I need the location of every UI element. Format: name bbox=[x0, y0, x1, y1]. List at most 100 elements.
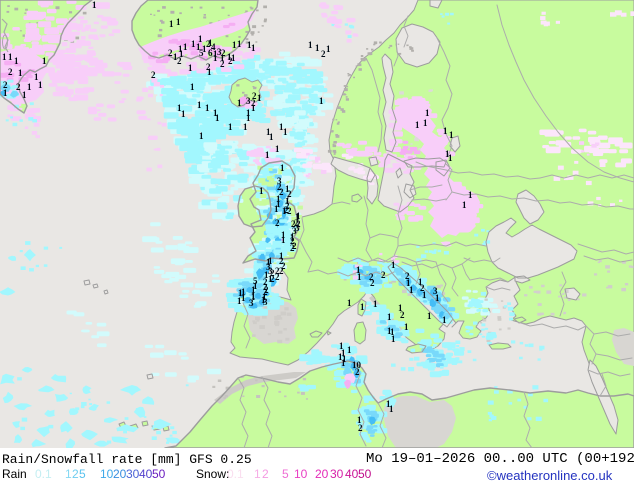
svg-text:1: 1 bbox=[188, 63, 193, 73]
svg-text:1: 1 bbox=[347, 345, 352, 355]
svg-text:2: 2 bbox=[251, 98, 256, 108]
svg-text:1: 1 bbox=[339, 341, 344, 351]
svg-text:1: 1 bbox=[197, 100, 202, 110]
svg-text:1: 1 bbox=[443, 126, 448, 136]
svg-text:1: 1 bbox=[391, 260, 396, 270]
svg-text:1: 1 bbox=[341, 358, 346, 368]
svg-text:1: 1 bbox=[220, 53, 225, 63]
svg-text:2: 2 bbox=[285, 201, 290, 211]
svg-text:2: 2 bbox=[151, 70, 156, 80]
svg-text:1: 1 bbox=[275, 144, 280, 154]
svg-text:1: 1 bbox=[296, 211, 301, 221]
svg-text:1: 1 bbox=[276, 199, 281, 209]
svg-text:1: 1 bbox=[179, 49, 184, 59]
svg-text:1: 1 bbox=[237, 296, 242, 306]
svg-text:1: 1 bbox=[269, 132, 274, 142]
svg-text:1: 1 bbox=[295, 212, 300, 222]
svg-text:2: 2 bbox=[16, 82, 21, 92]
svg-text:1: 1 bbox=[259, 186, 264, 196]
svg-text:2: 2 bbox=[296, 219, 301, 229]
svg-text:2: 2 bbox=[275, 272, 280, 282]
svg-text:1: 1 bbox=[257, 93, 262, 103]
svg-text:1: 1 bbox=[266, 127, 271, 137]
svg-text:3: 3 bbox=[277, 176, 282, 186]
svg-text:1: 1 bbox=[251, 292, 256, 302]
svg-text:2: 2 bbox=[168, 48, 173, 58]
svg-text:2: 2 bbox=[279, 256, 284, 266]
svg-text:3: 3 bbox=[246, 96, 251, 106]
svg-text:2: 2 bbox=[206, 39, 211, 49]
svg-text:1: 1 bbox=[398, 303, 403, 313]
svg-text:2: 2 bbox=[284, 205, 289, 215]
svg-text:1: 1 bbox=[357, 415, 362, 425]
svg-text:2: 2 bbox=[290, 243, 295, 253]
svg-text:1: 1 bbox=[448, 153, 453, 163]
svg-text:1: 1 bbox=[265, 150, 270, 160]
svg-text:2: 2 bbox=[287, 206, 292, 216]
svg-text:1: 1 bbox=[92, 0, 97, 10]
svg-text:1: 1 bbox=[285, 196, 290, 206]
svg-text:1: 1 bbox=[445, 149, 450, 159]
svg-text:1: 1 bbox=[285, 184, 290, 194]
svg-text:5: 5 bbox=[199, 48, 204, 58]
svg-text:2: 2 bbox=[177, 56, 182, 66]
svg-text:10: 10 bbox=[352, 360, 362, 370]
svg-text:1: 1 bbox=[251, 285, 256, 295]
svg-text:2: 2 bbox=[292, 241, 297, 251]
svg-text:1: 1 bbox=[319, 96, 324, 106]
svg-text:1: 1 bbox=[227, 52, 232, 62]
svg-text:2: 2 bbox=[264, 285, 269, 295]
svg-text:1: 1 bbox=[173, 52, 178, 62]
svg-text:2: 2 bbox=[370, 278, 375, 288]
svg-text:1: 1 bbox=[391, 334, 396, 344]
svg-text:1: 1 bbox=[262, 292, 267, 302]
svg-text:3: 3 bbox=[295, 223, 300, 233]
svg-text:1: 1 bbox=[251, 291, 256, 301]
svg-text:1: 1 bbox=[213, 108, 218, 118]
svg-text:2: 2 bbox=[8, 67, 13, 77]
svg-text:3: 3 bbox=[292, 226, 297, 236]
svg-text:1: 1 bbox=[176, 17, 181, 27]
svg-text:2: 2 bbox=[321, 49, 326, 59]
svg-text:1: 1 bbox=[42, 56, 47, 66]
svg-text:2: 2 bbox=[287, 189, 292, 199]
svg-text:1: 1 bbox=[232, 40, 237, 50]
svg-text:2: 2 bbox=[263, 287, 268, 297]
svg-text:2: 2 bbox=[400, 310, 405, 320]
svg-text:1: 1 bbox=[207, 67, 212, 77]
svg-text:1: 1 bbox=[246, 113, 251, 123]
svg-text:2: 2 bbox=[358, 423, 363, 433]
svg-text:1: 1 bbox=[326, 44, 331, 54]
svg-text:1: 1 bbox=[205, 103, 210, 113]
svg-text:1: 1 bbox=[215, 113, 220, 123]
svg-text:2: 2 bbox=[220, 59, 225, 69]
svg-text:1: 1 bbox=[2, 52, 7, 62]
svg-text:2: 2 bbox=[270, 274, 275, 284]
svg-text:1: 1 bbox=[281, 235, 286, 245]
svg-text:1: 1 bbox=[237, 39, 242, 49]
svg-text:1: 1 bbox=[266, 257, 271, 267]
svg-text:1: 1 bbox=[14, 56, 19, 66]
svg-text:2: 2 bbox=[279, 187, 284, 197]
svg-text:1: 1 bbox=[427, 311, 432, 321]
svg-text:2: 2 bbox=[228, 56, 233, 66]
svg-text:1: 1 bbox=[38, 80, 43, 90]
svg-text:1: 1 bbox=[442, 315, 447, 325]
svg-text:2: 2 bbox=[279, 266, 284, 276]
svg-text:3: 3 bbox=[433, 286, 438, 296]
svg-text:1: 1 bbox=[264, 270, 269, 280]
svg-text:3: 3 bbox=[263, 297, 268, 307]
svg-text:1: 1 bbox=[253, 281, 258, 291]
svg-text:1: 1 bbox=[251, 103, 256, 113]
svg-text:1: 1 bbox=[290, 232, 295, 242]
svg-text:2: 2 bbox=[369, 272, 374, 282]
svg-text:1: 1 bbox=[282, 206, 287, 216]
svg-text:1: 1 bbox=[22, 90, 27, 100]
svg-text:1: 1 bbox=[290, 233, 295, 243]
svg-text:1: 1 bbox=[177, 103, 182, 113]
svg-text:1: 1 bbox=[283, 127, 288, 137]
svg-text:1: 1 bbox=[231, 53, 236, 63]
svg-text:3: 3 bbox=[249, 298, 254, 308]
svg-text:4: 4 bbox=[211, 42, 216, 52]
svg-text:2: 2 bbox=[294, 218, 299, 228]
